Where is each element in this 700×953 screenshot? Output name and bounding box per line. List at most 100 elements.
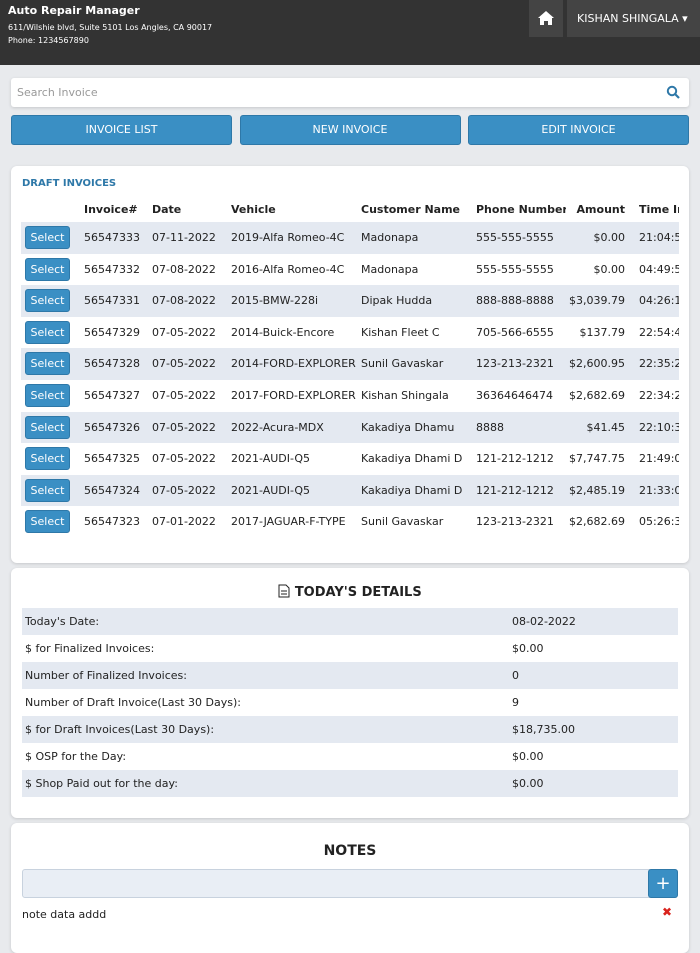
detail-value: $0.00 — [512, 777, 544, 790]
home-button[interactable] — [529, 0, 563, 37]
table-cell: 21:33:0 — [639, 483, 679, 497]
nav-button[interactable]: INVOICE LIST — [11, 115, 232, 145]
table-cell: 2021-AUDI-Q5 — [231, 483, 311, 497]
details-title-text: TODAY'S DETAILS — [294, 585, 422, 600]
nav-button[interactable]: EDIT INVOICE — [468, 115, 689, 145]
column-header: Vehicle — [231, 203, 276, 216]
table-cell: $2,682.69 — [569, 389, 625, 402]
table-cell: 555-555-5555 — [476, 231, 554, 244]
select-button[interactable]: Select — [25, 226, 70, 249]
detail-row: $ Shop Paid out for the day: $0.00 — [22, 770, 678, 797]
note-input[interactable] — [22, 869, 678, 898]
select-button[interactable]: Select — [25, 384, 70, 407]
table-cell: 123-213-2321 — [476, 357, 554, 371]
table-cell: Sunil Gavaskar — [361, 515, 444, 529]
detail-row: $ for Draft Invoices(Last 30 Days): $18,7… — [22, 716, 678, 743]
notes-title: NOTES — [323, 843, 377, 859]
select-button[interactable]: Select — [25, 478, 70, 502]
select-button[interactable]: Select — [25, 415, 70, 439]
table-cell: $3,039.79 — [569, 294, 625, 308]
table-cell: 04:49:5 — [639, 262, 679, 276]
table-cell: $0.00 — [593, 262, 626, 276]
user-menu[interactable]: KISHAN SHINGALA ▾ — [567, 0, 700, 37]
detail-value: 0 — [512, 669, 519, 682]
table-row: Select 56547323 07-01-2022 2017-JAGUAR-F-TY… — [21, 506, 679, 538]
delete-note[interactable]: ✖ — [662, 905, 673, 919]
select-button[interactable]: Select — [25, 289, 70, 313]
select-button[interactable]: Select — [25, 510, 70, 534]
detail-row: Number of Finalized Invoices: 0 — [22, 662, 678, 689]
table-cell: 555-555-5555 — [476, 262, 554, 276]
column-header: Time In — [639, 203, 679, 216]
detail-value: $18,735.00 — [512, 723, 575, 736]
phone: Phone: 1234567890 — [8, 36, 89, 45]
details-title: TODAY'S DETAILS — [11, 584, 689, 600]
select-button[interactable]: Select — [25, 352, 70, 376]
table-cell: 36364646474 — [476, 389, 553, 402]
table-cell: 07-08-2022 — [152, 294, 216, 308]
table-cell: 888-888-8888 — [476, 294, 554, 308]
table-cell: $0.00 — [593, 231, 626, 244]
note-text: note data addd — [22, 908, 107, 921]
detail-row: Number of Draft Invoice(Last 30 Days): 9 — [22, 689, 678, 716]
table-cell: 8888 — [476, 420, 504, 434]
notes-card: NOTES + note data addd ✖ — [11, 823, 689, 953]
table-cell: $2,682.69 — [569, 515, 625, 529]
header: Auto Repair Manager 611/Wilshie blvd, Su… — [0, 0, 700, 65]
table-row: Select 56547333 07-11-2022 2019-Alfa Romeo-… — [21, 222, 679, 254]
table-cell: Sunil Gavaskar — [361, 357, 444, 371]
table-cell: 22:35:2 — [639, 357, 679, 371]
detail-label: Number of Draft Invoice(Last 30 Days): — [25, 696, 241, 709]
column-header: Invoice# — [84, 203, 138, 216]
table-cell: 2014-Buick-Encore — [231, 325, 335, 339]
column-header: Amount — [576, 203, 625, 216]
table-cell: 56547333 — [84, 231, 140, 244]
table-row: Select 56547324 07-05-2022 2021-AUDI-Q5 Kaka… — [21, 474, 679, 507]
detail-label: $ for Draft Invoices(Last 30 Days): — [25, 723, 215, 736]
table-row: Select 56547325 07-05-2022 2021-AUDI-Q5 Kaka… — [21, 443, 679, 475]
add-note-button[interactable]: + — [648, 869, 678, 898]
search-icon — [666, 85, 680, 99]
search-box[interactable]: Search Invoice — [11, 78, 689, 107]
table-row: Select 56547329 07-05-2022 2014-Buick-Encor… — [21, 316, 679, 349]
table-cell: Kakadiya Dhami D — [361, 483, 463, 497]
table-cell: $7,747.75 — [569, 452, 625, 466]
app-title: Auto Repair Manager — [8, 4, 140, 17]
table-cell: Madonapa — [361, 262, 419, 276]
table-cell: 56547325 — [84, 452, 140, 466]
nav-button[interactable]: NEW INVOICE — [239, 115, 461, 145]
table-cell: 07-05-2022 — [152, 357, 216, 371]
table-cell: Dipak Hudda — [361, 294, 433, 308]
table-cell: $41.45 — [586, 420, 626, 434]
table-cell: Kishan Fleet C — [361, 325, 440, 339]
table-cell: 04:26:1 — [639, 294, 679, 308]
table-cell: 07-05-2022 — [152, 389, 216, 402]
column-header: Customer Name — [361, 203, 460, 216]
table-cell: 22:10:3 — [639, 420, 679, 434]
select-button[interactable]: Select — [25, 447, 70, 471]
detail-label: $ Shop Paid out for the day: — [25, 777, 178, 790]
table-cell: 07-08-2022 — [152, 262, 216, 276]
table-row: Select 56547327 07-05-2022 2017-FORD-EXPLOR… — [21, 380, 679, 412]
table-cell: $2,600.95 — [569, 357, 625, 371]
details-card: TODAY'S DETAILS Today's Date: 08-02-2022 $… — [11, 568, 689, 818]
column-header: Date — [152, 203, 182, 216]
detail-row: Today's Date: 08-02-2022 — [22, 608, 678, 635]
table-cell: 07-05-2022 — [152, 420, 216, 434]
table-cell: 123-213-2321 — [476, 515, 554, 529]
select-button[interactable]: Select — [25, 257, 70, 281]
table-cell: 2017-FORD-EXPLORER — [231, 389, 356, 402]
table-cell: Kakadiya Dhamu — [361, 420, 455, 434]
user-name: KISHAN SHINGALA — [577, 12, 679, 25]
table-cell: 21:04:5 — [639, 231, 679, 244]
table-cell: 07-05-2022 — [152, 452, 216, 466]
table-cell: 22:54:4 — [639, 325, 679, 339]
table-cell: 121-212-1212 — [476, 483, 554, 497]
search-placeholder: Search Invoice — [17, 86, 98, 99]
detail-label: Number of Finalized Invoices: — [25, 669, 187, 682]
table-cell: 705-566-6555 — [476, 325, 554, 339]
table-cell: Kakadiya Dhami D — [361, 452, 463, 466]
table-cell: 07-11-2022 — [152, 231, 216, 244]
select-button[interactable]: Select — [25, 320, 70, 344]
